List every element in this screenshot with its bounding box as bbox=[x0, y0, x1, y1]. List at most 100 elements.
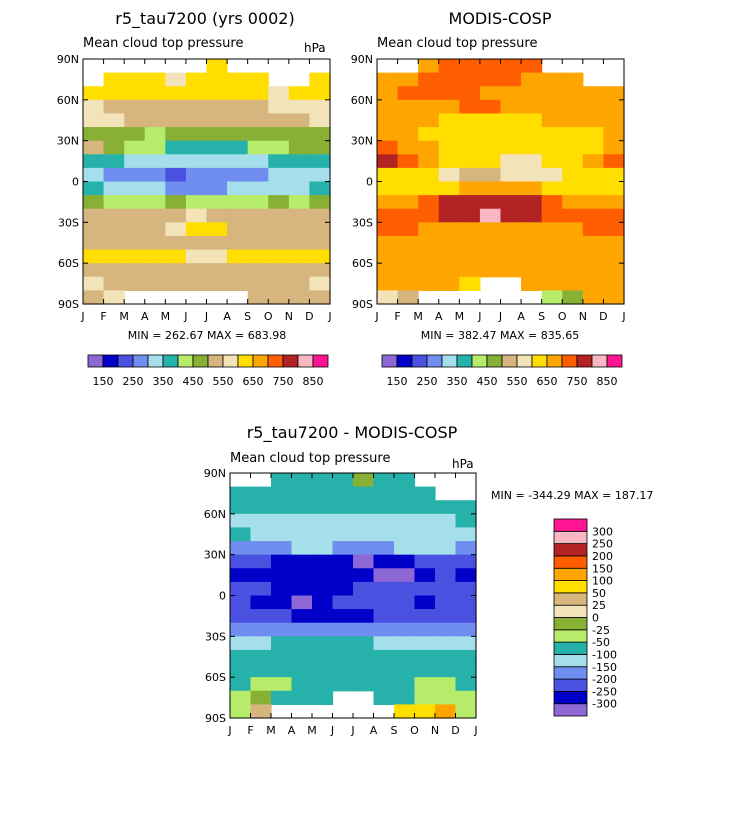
colorbar-label: 150 bbox=[93, 375, 114, 388]
heatmap-cell bbox=[435, 541, 457, 556]
heatmap-cell bbox=[250, 622, 272, 637]
heatmap-cell bbox=[206, 59, 228, 74]
heatmap-cell bbox=[418, 181, 440, 196]
x-tick-label: F bbox=[247, 724, 253, 737]
heatmap-cell bbox=[500, 99, 522, 115]
heatmap-cell bbox=[438, 72, 460, 87]
heatmap-cell bbox=[459, 59, 481, 74]
heatmap-cell bbox=[500, 195, 522, 210]
heatmap-cell bbox=[394, 568, 416, 583]
heatmap-cell bbox=[332, 473, 354, 488]
colorbar-label: 850 bbox=[303, 375, 324, 388]
heatmap-cell bbox=[288, 167, 311, 183]
heatmap-cell bbox=[373, 568, 395, 583]
heatmap-cell bbox=[309, 72, 331, 87]
heatmap-cell bbox=[250, 595, 272, 610]
heatmap-cell bbox=[103, 290, 125, 305]
heatmap-cell bbox=[268, 195, 290, 210]
heatmap-cell bbox=[455, 663, 477, 678]
colorbar-swatch bbox=[606, 354, 623, 368]
heatmap-cell bbox=[377, 222, 399, 237]
heatmap-cell bbox=[541, 263, 563, 278]
heatmap-cell bbox=[103, 235, 125, 251]
heatmap-cell bbox=[309, 167, 331, 183]
heatmap-cell bbox=[479, 208, 502, 223]
heatmap-cell bbox=[414, 595, 436, 610]
heatmap-cell bbox=[247, 72, 269, 87]
heatmap-cell bbox=[230, 500, 252, 515]
heatmap-cell bbox=[541, 290, 563, 305]
heatmap-cell bbox=[309, 181, 331, 196]
colorbar-swatch bbox=[553, 567, 588, 581]
heatmap-cell bbox=[377, 154, 399, 169]
colorbar: 150 250 350 450 550 650 750 850 bbox=[381, 354, 623, 388]
heatmap-cell bbox=[414, 677, 436, 692]
heatmap-cell bbox=[165, 86, 187, 101]
colorbar-swatch bbox=[546, 354, 563, 368]
heatmap-cell bbox=[250, 541, 272, 556]
heatmap-cell bbox=[479, 167, 502, 183]
heatmap-cell bbox=[332, 513, 354, 529]
x-tick-label: J bbox=[80, 310, 84, 323]
heatmap-cell bbox=[418, 154, 440, 169]
heatmap-cell bbox=[103, 113, 125, 128]
heatmap-cell bbox=[230, 649, 252, 665]
heatmap-cell bbox=[227, 72, 249, 87]
heatmap-cell bbox=[288, 154, 311, 169]
heatmap-cell bbox=[455, 527, 477, 542]
heatmap-cell bbox=[582, 86, 605, 101]
y-tick-label: 90N bbox=[57, 53, 79, 66]
heatmap-cell bbox=[206, 99, 228, 115]
heatmap-cell bbox=[562, 140, 584, 155]
heatmap-cell bbox=[414, 636, 436, 651]
colorbar-swatch bbox=[441, 354, 458, 368]
colorbar-swatch bbox=[132, 354, 149, 368]
colorbar-label: 850 bbox=[597, 375, 618, 388]
y-tick-label: 30N bbox=[351, 135, 373, 148]
heatmap-cell bbox=[312, 554, 334, 569]
heatmap-cell bbox=[144, 99, 166, 115]
heatmap-cell bbox=[418, 276, 440, 291]
heatmap-cell bbox=[373, 581, 395, 597]
heatmap-cell bbox=[206, 249, 228, 264]
heatmap-cell bbox=[459, 235, 481, 251]
heatmap-cell bbox=[438, 154, 460, 169]
heatmap-cell bbox=[288, 181, 311, 196]
heatmap-cell bbox=[541, 154, 563, 169]
heatmap-cell bbox=[394, 473, 416, 488]
heatmap-cell bbox=[309, 263, 331, 278]
heatmap-cell bbox=[165, 235, 187, 251]
heatmap-cell bbox=[165, 167, 187, 183]
heatmap-cell bbox=[165, 195, 187, 210]
heatmap-cell bbox=[288, 208, 311, 223]
x-tick-label: D bbox=[599, 310, 607, 323]
heatmap-cell bbox=[288, 290, 311, 305]
heatmap-cell bbox=[124, 113, 146, 128]
heatmap-cell bbox=[521, 222, 543, 237]
heatmap-cell bbox=[377, 290, 399, 305]
heatmap-cell bbox=[247, 290, 269, 305]
heatmap-cell bbox=[227, 113, 249, 128]
heatmap-cell bbox=[185, 235, 208, 251]
heatmap-cell bbox=[418, 140, 440, 155]
heatmap-cells bbox=[83, 59, 331, 305]
heatmap-cell bbox=[247, 208, 269, 223]
heatmap-cell bbox=[455, 649, 477, 665]
heatmap-cell bbox=[500, 208, 522, 223]
heatmap-cell bbox=[83, 235, 105, 251]
heatmap-cell bbox=[500, 263, 522, 278]
heatmap-cell bbox=[435, 704, 457, 719]
heatmap-cell bbox=[268, 249, 290, 264]
heatmap-cell bbox=[521, 263, 543, 278]
heatmap-cell bbox=[291, 690, 313, 705]
x-tick-label: S bbox=[244, 310, 251, 323]
heatmap-cell bbox=[373, 541, 395, 556]
heatmap-cell bbox=[309, 208, 331, 223]
heatmap-cell bbox=[414, 568, 436, 583]
heatmap-cell bbox=[438, 263, 460, 278]
colorbar-swatch bbox=[207, 354, 224, 368]
heatmap-cell bbox=[291, 622, 313, 637]
heatmap-cell bbox=[83, 208, 105, 223]
heatmap-cell bbox=[250, 581, 272, 597]
heatmap-cell bbox=[230, 663, 252, 678]
